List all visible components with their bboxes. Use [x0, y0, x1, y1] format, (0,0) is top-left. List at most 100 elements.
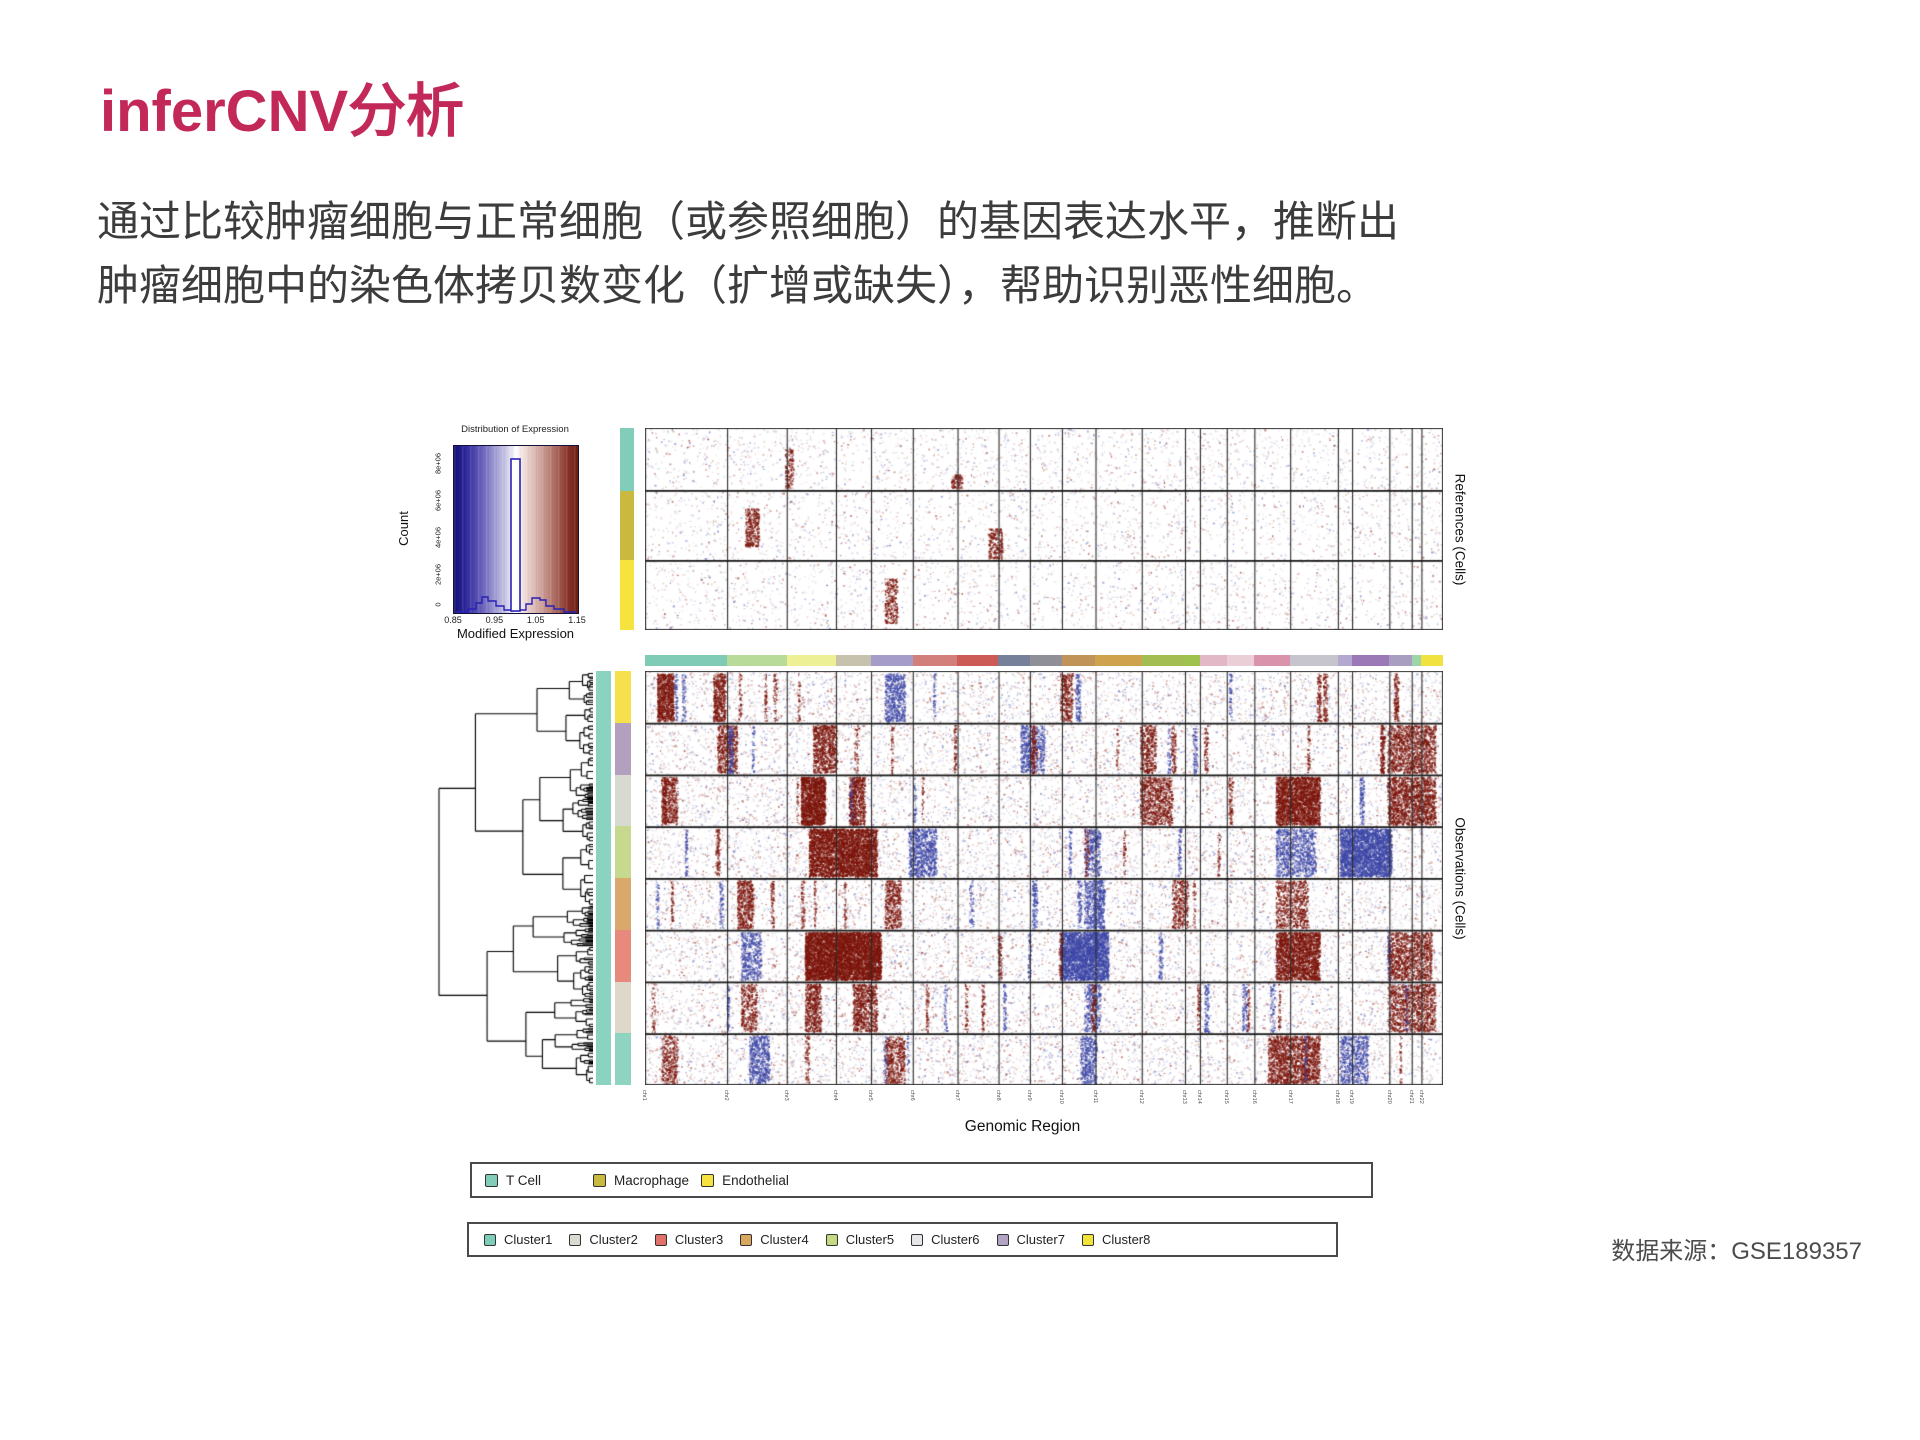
chromosome-strip-chr13 [1184, 655, 1200, 666]
chromosome-color-strip [645, 655, 1443, 666]
chr-tick-label: chr2 [723, 1090, 730, 1101]
chromosome-strip-chr22 [1421, 655, 1443, 666]
references-group-band [620, 490, 634, 561]
legend-swatch [911, 1233, 924, 1246]
chromosome-strip-chr16 [1254, 655, 1290, 666]
chromosome-strip-chr7 [957, 655, 999, 666]
legend-swatch [1081, 1233, 1094, 1246]
legend-swatch [996, 1233, 1009, 1246]
celltype-legend: T Cell Macrophage Endothelial [470, 1162, 1373, 1198]
references-axis-label-text: References (Cells) [1452, 473, 1468, 585]
histogram-y-ticks: 0 2e+06 4e+06 6e+06 8e+06 [418, 445, 458, 612]
legend-label: Cluster3 [674, 1232, 724, 1247]
references-group-band [620, 560, 634, 630]
legend-swatch [654, 1233, 667, 1246]
histogram-outline-right [520, 597, 576, 613]
chr-tick-label: chr7 [953, 1090, 960, 1101]
legend-swatch [593, 1173, 607, 1187]
histogram-y-tick: 2e+06 [433, 563, 443, 585]
histogram-x-tick: 0.95 [485, 615, 504, 625]
histogram-panel [453, 445, 579, 614]
chromosome-strip-chr18 [1337, 655, 1352, 666]
legend-entry: Cluster6 [911, 1232, 980, 1247]
chr-tick-label: chr1 [641, 1090, 648, 1101]
histogram-outline-left [456, 596, 511, 613]
legend-swatch [484, 1233, 496, 1246]
chr-tick-label: chr6 [909, 1090, 916, 1101]
legend-label: Cluster1 [504, 1232, 553, 1247]
legend-entry: Cluster8 [1081, 1232, 1151, 1247]
legend-entry: Endothelial [701, 1173, 789, 1188]
legend-label: Macrophage [614, 1172, 690, 1188]
legend-label: Cluster4 [760, 1232, 809, 1247]
observations-cluster-band [615, 1033, 631, 1085]
chromosome-strip-chr4 [835, 655, 871, 666]
body-text-line1: 通过比较肿瘤细胞与正常细胞（或参照细胞）的基因表达水平，推断出 [97, 198, 1400, 245]
legend-label: Cluster5 [845, 1232, 895, 1247]
chromosome-strip-chr17 [1290, 655, 1338, 666]
chr-tick-label: chr9 [1026, 1090, 1033, 1101]
observations-axis-label: Observations (Cells) [1446, 671, 1474, 1085]
body-text-line2: 肿瘤细胞中的染色体拷贝数变化（扩增或缺失），帮助识别恶性细胞。 [97, 262, 1379, 309]
chromosome-strip-chr2 [727, 655, 787, 666]
chromosome-strip-chr21 [1411, 655, 1422, 666]
legend-entry: Macrophage [593, 1173, 689, 1188]
histogram-x-tick: 1.05 [526, 615, 545, 625]
chromosome-strip-chr15 [1226, 655, 1255, 666]
legend-label: Cluster2 [589, 1232, 638, 1247]
legend-label: T Cell [506, 1172, 542, 1188]
chromosome-strip-chr11 [1095, 655, 1142, 666]
references-group-band [620, 428, 634, 491]
chromosome-strip-chr3 [786, 655, 836, 666]
chromosome-strip-chr20 [1389, 655, 1412, 666]
chromosome-strip-chr5 [870, 655, 913, 666]
chr-tick-label: chr14 [1196, 1090, 1203, 1104]
genomic-region-label: Genomic Region [964, 1118, 1081, 1135]
body-text: 通过比较肿瘤细胞与正常细胞（或参照细胞）的基因表达水平，推断出 肿瘤细胞中的染色… [97, 190, 1577, 318]
chromosome-strip-chr10 [1061, 655, 1096, 666]
legend-label: Cluster6 [931, 1232, 980, 1247]
chromosome-strip-chr1 [645, 655, 728, 666]
legend-entry: Cluster7 [996, 1232, 1065, 1247]
references-heatmap [645, 428, 1443, 630]
histogram-x-label: Modified Expression [456, 626, 575, 641]
histogram-plot [456, 458, 576, 613]
legend-entry: Cluster4 [740, 1232, 809, 1247]
observations-axis-label-text: Observations (Cells) [1452, 816, 1468, 940]
chr-tick-label: chr8 [994, 1090, 1001, 1101]
references-celltype-sidebar [620, 428, 634, 630]
chromosome-strip-chr9 [1029, 655, 1062, 666]
chr-tick-label: chr10 [1058, 1090, 1065, 1104]
chr-tick-label: chr21 [1408, 1090, 1415, 1104]
histogram-title: Distribution of Expression [461, 424, 569, 435]
observations-cluster-band [615, 981, 631, 1034]
chr-tick-label: chr3 [783, 1090, 790, 1101]
chr-tick-label: chr17 [1286, 1090, 1293, 1104]
chr-tick-label: chr5 [867, 1090, 874, 1101]
observations-cluster-band [615, 929, 631, 982]
legend-swatch [740, 1233, 753, 1246]
observations-cluster-sidebar [615, 671, 631, 1085]
observations-cluster-band [615, 722, 631, 775]
chr-tick-label: chr19 [1348, 1090, 1355, 1104]
legend-label: Cluster8 [1101, 1232, 1151, 1247]
histogram-y-label-text: Count [395, 511, 411, 546]
genomic-region-ticks: chr1 chr2 chr3 chr4 chr5 chr6 chr7 chr8 chr9 chr1… [641, 1089, 1443, 1109]
chromosome-strip-chr6 [912, 655, 958, 666]
chr-tick-label: chr20 [1385, 1090, 1392, 1104]
observations-cluster-band [615, 774, 631, 827]
references-axis-label: References (Cells) [1446, 428, 1474, 630]
observations-cluster-band [615, 671, 631, 723]
observations-cluster-band [615, 826, 631, 878]
chromosome-strip-chr12 [1141, 655, 1185, 666]
histogram-x-tick: 0.85 [444, 615, 462, 625]
legend-label: Endothelial [722, 1172, 789, 1188]
chromosome-strip-chr19 [1351, 655, 1390, 666]
chr-tick-label: chr22 [1417, 1090, 1424, 1104]
chr-tick-label: chr11 [1091, 1090, 1098, 1104]
data-source-note: 数据来源：GSE189357 [1611, 1238, 1862, 1265]
histogram-y-tick: 6e+06 [433, 489, 443, 511]
histogram-y-label: Count [388, 445, 418, 612]
legend-swatch [485, 1173, 498, 1187]
